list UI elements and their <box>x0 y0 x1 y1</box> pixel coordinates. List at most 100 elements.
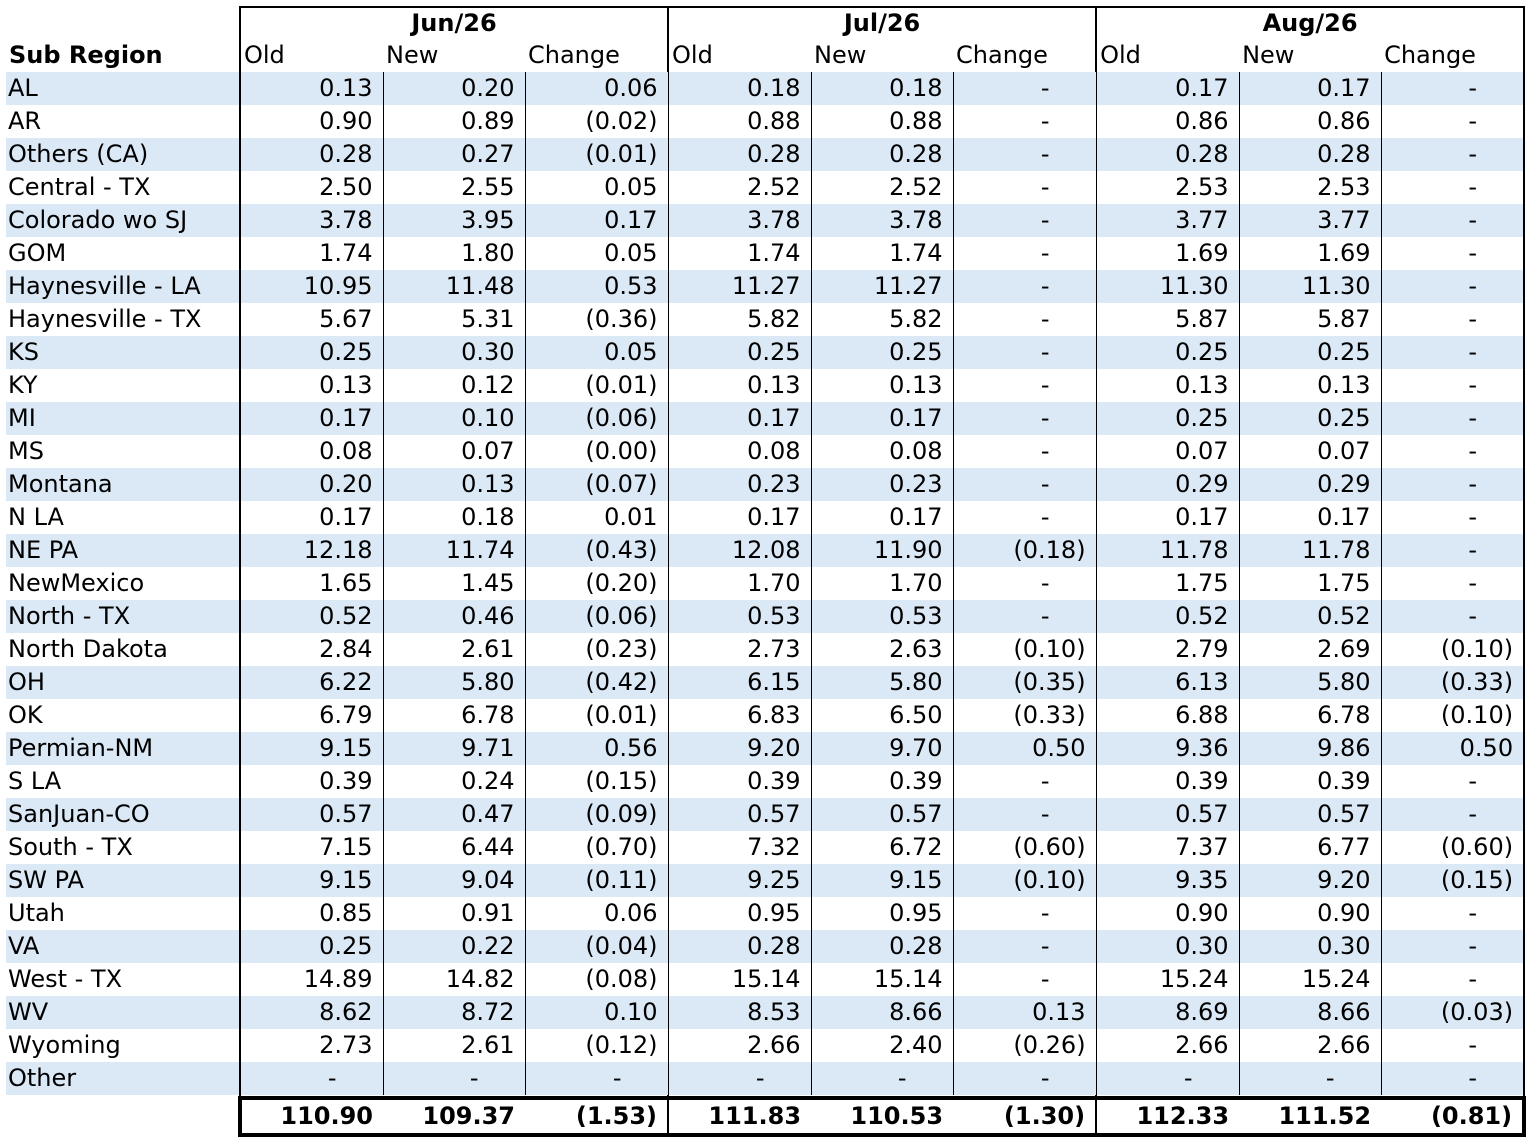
sub-region-table: Jun/26 Jul/26 Aug/26 Sub Region Old New … <box>6 6 1527 1137</box>
cell-new: 5.87 <box>1238 303 1382 336</box>
sub-region-name: Other <box>6 1062 240 1095</box>
cell-new: 8.66 <box>1238 996 1382 1029</box>
cell-change: (0.23) <box>524 633 669 666</box>
cell-change: (0.01) <box>524 138 669 171</box>
cell-change: - <box>1380 171 1526 204</box>
cell-new: 0.25 <box>810 336 954 369</box>
cell-old: 0.25 <box>1095 402 1240 435</box>
cell-new: 0.86 <box>1238 105 1382 138</box>
total-new: 109.37 <box>383 1096 525 1137</box>
cell-old: - <box>239 1062 383 1095</box>
cell-change: - <box>952 303 1097 336</box>
sub-region-name: Montana <box>6 468 240 501</box>
cell-new: 2.63 <box>810 633 954 666</box>
cell-new: 1.75 <box>1238 567 1382 600</box>
cell-new: 0.39 <box>1238 765 1382 798</box>
header-blank <box>6 7 240 38</box>
cell-new: 2.52 <box>810 171 954 204</box>
cell-new: 0.30 <box>382 336 525 369</box>
cell-change: (0.01) <box>524 369 669 402</box>
total-change: (0.81) <box>1381 1096 1527 1137</box>
cell-old: 0.90 <box>1095 897 1240 930</box>
cell-change: (0.02) <box>524 105 669 138</box>
cell-change: - <box>952 600 1097 633</box>
cell-new: 5.80 <box>1238 666 1382 699</box>
cell-new: 14.82 <box>382 963 525 996</box>
table-row: Colorado wo SJ 3.78 3.95 0.17 3.78 3.78-3.77 3… <box>6 204 1526 237</box>
table-row: KY 0.13 0.12 (0.01) 0.13 0.13-0.13 0.13- <box>6 369 1526 402</box>
column-header-old: Old <box>1095 38 1240 72</box>
cell-old: 11.78 <box>1095 534 1240 567</box>
sub-region-name: KS <box>6 336 240 369</box>
cell-old: 0.28 <box>239 138 383 171</box>
sub-region-name: N LA <box>8 503 64 531</box>
cell-old: 7.32 <box>667 831 812 864</box>
table-row: OH 6.22 5.80 (0.42) 6.15 5.80 (0.35) 6.13 5.80 (0… <box>6 666 1526 699</box>
cell-old: 15.14 <box>667 963 812 996</box>
table-row: SW PA 9.15 9.04 (0.11) 9.25 9.15 (0.10) 9.35 9.2… <box>6 864 1526 897</box>
cell-new: 9.20 <box>1238 864 1382 897</box>
cell-new: 11.78 <box>1238 534 1382 567</box>
cell-new: 11.90 <box>810 534 954 567</box>
cell-new: 0.10 <box>382 402 525 435</box>
cell-old: 0.95 <box>667 897 812 930</box>
cell-change: (0.03) <box>1380 996 1526 1029</box>
cell-new: - <box>1238 1062 1382 1095</box>
cell-new: 0.30 <box>1238 930 1382 963</box>
cell-change: (0.06) <box>524 600 669 633</box>
cell-old: 0.86 <box>1095 105 1240 138</box>
cell-new: 5.80 <box>382 666 525 699</box>
cell-new: 5.80 <box>810 666 954 699</box>
cell-change: (0.42) <box>524 666 669 699</box>
cell-change: - <box>952 369 1097 402</box>
cell-change: (0.60) <box>952 831 1097 864</box>
cell-change: 0.17 <box>524 204 669 237</box>
cell-change: - <box>1380 963 1526 996</box>
cell-change: (0.01) <box>524 699 669 732</box>
cell-change: (0.10) <box>952 864 1097 897</box>
cell-new: 0.95 <box>810 897 954 930</box>
sub-region-name: Others (CA) <box>6 138 240 171</box>
cell-change: - <box>524 1062 669 1095</box>
cell-change: - <box>1380 402 1526 435</box>
cell-new: 6.78 <box>1238 699 1382 732</box>
cell-old: 2.66 <box>1095 1029 1240 1062</box>
cell-change: - <box>1380 270 1526 303</box>
cell-old: 9.25 <box>667 864 812 897</box>
table-row: S LA 0.39 0.24 (0.15) 0.39 0.39-0.39 0.39- <box>6 765 1526 798</box>
cell-change: (0.07) <box>524 468 669 501</box>
cell-old: 0.17 <box>1095 501 1240 534</box>
cell-old: 5.82 <box>667 303 812 336</box>
sub-region-name: MS <box>8 437 44 465</box>
cell-new: 0.23 <box>810 468 954 501</box>
cell-old: 9.36 <box>1095 732 1240 765</box>
cell-old: 6.15 <box>667 666 812 699</box>
cell-new: 3.77 <box>1238 204 1382 237</box>
cell-old: 12.18 <box>239 534 383 567</box>
cell-old: 15.24 <box>1095 963 1240 996</box>
table-row: Montana 0.20 0.13 (0.07) 0.23 0.23-0.29 0.29- <box>6 468 1526 501</box>
cell-change: 0.10 <box>524 996 669 1029</box>
cell-old: 11.30 <box>1095 270 1240 303</box>
cell-change: (0.26) <box>952 1029 1097 1062</box>
cell-old: 0.28 <box>667 138 812 171</box>
table-row: MI 0.17 0.10 (0.06) 0.17 0.17-0.25 0.25- <box>6 402 1526 435</box>
table-row: West - TX 14.89 14.82 (0.08) 15.14 15.14-15.2… <box>6 963 1526 996</box>
sub-region-name: Haynesville - TX <box>8 305 202 333</box>
cell-change: - <box>952 468 1097 501</box>
cell-change: - <box>1380 897 1526 930</box>
table-row: OK 6.79 6.78 (0.01) 6.83 6.50 (0.33) 6.88 6.78 (0… <box>6 699 1526 732</box>
cell-old: 3.78 <box>667 204 812 237</box>
total-new: 110.53 <box>811 1096 954 1137</box>
cell-old: 0.53 <box>667 600 812 633</box>
cell-new: 6.44 <box>382 831 525 864</box>
cell-old: 0.28 <box>667 930 812 963</box>
cell-change: - <box>1380 567 1526 600</box>
cell-old: 0.08 <box>239 435 383 468</box>
total-change: (1.53) <box>525 1096 669 1137</box>
cell-change: 0.06 <box>524 897 669 930</box>
cell-change: 0.05 <box>524 171 669 204</box>
table-row: Others (CA) 0.28 0.27 (0.01) 0.28 0.28-0.28 0.… <box>6 138 1526 171</box>
cell-new: 0.17 <box>810 501 954 534</box>
cell-new: 8.66 <box>810 996 954 1029</box>
